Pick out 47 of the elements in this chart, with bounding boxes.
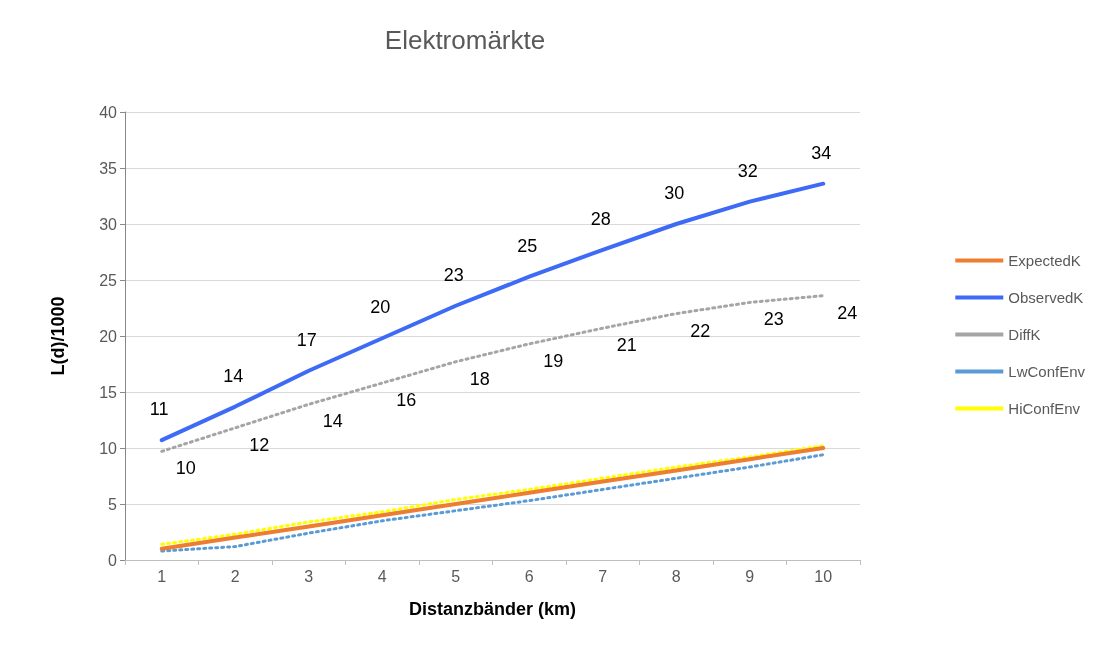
x-tick-label: 4 [377,567,387,585]
legend-label: ExpectedK [1008,252,1081,269]
data-label: 32 [737,160,758,181]
data-label: 25 [517,235,538,256]
data-label: 17 [296,329,317,350]
data-label: 21 [616,335,637,356]
data-label: 34 [811,142,832,163]
data-label: 23 [763,309,784,330]
y-tick-label: 5 [108,495,118,513]
data-label: 19 [543,350,564,371]
data-label: 30 [664,183,685,203]
legend-label: ObservedK [1008,289,1084,306]
data-label: 16 [396,390,417,411]
y-tick-label: 25 [99,271,118,289]
legend-label: HiConfEnv [1008,400,1081,417]
data-label: 23 [443,264,464,285]
data-label: 14 [322,411,343,432]
x-axis-title: Distanzbänder (km) [408,599,577,619]
x-tick-label: 8 [671,567,681,585]
y-tick-label: 30 [99,215,118,233]
legend-label: LwConfEnv [1008,363,1086,380]
x-tick-label: 10 [814,567,833,585]
x-tick-label: 1 [157,567,167,585]
x-tick-label: 3 [304,567,314,585]
y-tick-label: 10 [99,439,118,457]
x-tick-label: 6 [524,567,534,585]
data-label: 22 [690,320,711,341]
data-label: 10 [175,458,196,479]
x-tick-label: 7 [598,567,608,585]
data-label: 20 [370,297,391,318]
x-tick-label: 2 [230,567,240,585]
data-label: 28 [590,208,611,229]
legend-label: DiffK [1008,326,1041,343]
x-tick-label: 9 [745,567,755,585]
y-tick-label: 15 [99,383,118,401]
y-axis-title: L(d)/1000 [48,296,68,376]
y-tick-label: 40 [99,103,118,121]
y-tick-label: 35 [99,159,118,177]
data-label: 14 [223,365,244,386]
x-tick-label: 5 [451,567,461,585]
y-tick-label: 20 [99,327,118,345]
y-tick-label: 0 [108,551,118,569]
data-label: 11 [149,399,169,420]
data-label: 12 [249,434,270,455]
data-label: 24 [837,302,858,323]
chart-title: Elektromärkte [384,25,546,55]
data-label: 18 [469,368,490,389]
